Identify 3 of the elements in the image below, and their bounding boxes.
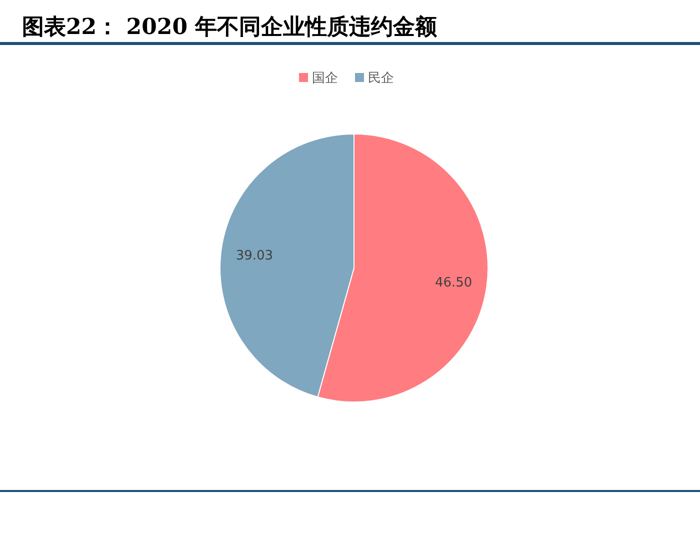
title: 图表22： 2020 年不同企业性质违约金额 xyxy=(22,14,438,40)
legend-label: 国企 xyxy=(312,71,338,86)
legend-label: 民企 xyxy=(368,71,394,86)
